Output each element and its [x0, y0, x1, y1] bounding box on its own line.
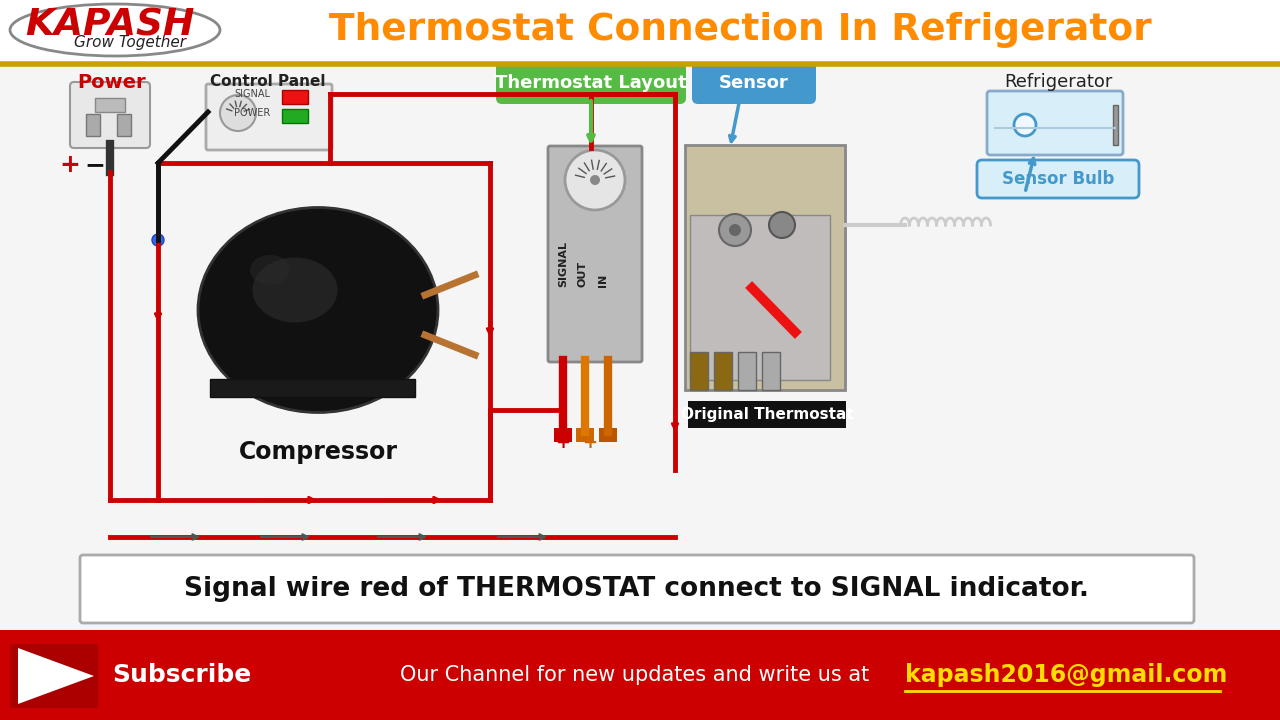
Bar: [282, 90, 308, 104]
Text: Power: Power: [78, 73, 146, 91]
Text: +: +: [556, 434, 571, 452]
Text: Sensor Bulb: Sensor Bulb: [1002, 170, 1114, 188]
Bar: [86, 114, 100, 136]
Circle shape: [220, 95, 256, 131]
Text: Subscribe: Subscribe: [113, 663, 251, 687]
Text: Thermostat Layout: Thermostat Layout: [495, 74, 687, 92]
Text: Refrigerator: Refrigerator: [1004, 73, 1112, 91]
Bar: [714, 352, 732, 390]
Circle shape: [769, 212, 795, 238]
Polygon shape: [18, 648, 93, 704]
FancyBboxPatch shape: [977, 160, 1139, 198]
Bar: [762, 352, 780, 390]
FancyBboxPatch shape: [692, 62, 817, 104]
Ellipse shape: [198, 207, 438, 413]
Text: +: +: [582, 434, 598, 452]
Bar: [1114, 105, 1117, 145]
Bar: [210, 379, 415, 397]
Bar: [739, 352, 756, 390]
Ellipse shape: [250, 255, 291, 285]
Bar: [685, 145, 845, 390]
Bar: [690, 352, 708, 390]
Bar: [282, 109, 308, 123]
Bar: [0, 64, 1280, 632]
Text: Compressor: Compressor: [238, 440, 398, 464]
Text: kapash2016@gmail.com: kapash2016@gmail.com: [905, 663, 1228, 687]
Text: +: +: [60, 153, 81, 177]
Circle shape: [564, 150, 625, 210]
Text: POWER: POWER: [234, 108, 270, 118]
Circle shape: [590, 175, 600, 185]
Circle shape: [719, 214, 751, 246]
Bar: [576, 428, 594, 442]
Bar: [554, 428, 572, 442]
Text: Control Panel: Control Panel: [210, 74, 325, 89]
Text: OUT: OUT: [579, 261, 588, 287]
Bar: [690, 215, 829, 380]
Text: −: −: [84, 153, 105, 177]
Text: Original Thermostat: Original Thermostat: [681, 408, 854, 423]
Circle shape: [730, 224, 741, 236]
Text: SIGNAL: SIGNAL: [234, 89, 270, 99]
FancyBboxPatch shape: [79, 555, 1194, 623]
Text: Grow Together: Grow Together: [74, 35, 186, 50]
Bar: [10, 644, 99, 708]
FancyBboxPatch shape: [206, 84, 332, 150]
Circle shape: [1014, 114, 1036, 136]
FancyBboxPatch shape: [70, 82, 150, 148]
Text: Our Channel for new updates and write us at: Our Channel for new updates and write us…: [399, 665, 869, 685]
Text: Signal wire red of THERMOSTAT connect to SIGNAL indicator.: Signal wire red of THERMOSTAT connect to…: [184, 576, 1089, 602]
FancyBboxPatch shape: [987, 91, 1123, 155]
Bar: [0, 630, 1280, 720]
Ellipse shape: [252, 258, 338, 323]
Bar: [599, 428, 617, 442]
Bar: [116, 114, 131, 136]
Text: KAPASH: KAPASH: [26, 7, 195, 43]
FancyBboxPatch shape: [497, 62, 686, 104]
Text: Sensor: Sensor: [719, 74, 788, 92]
FancyBboxPatch shape: [548, 146, 643, 362]
Text: SIGNAL: SIGNAL: [558, 241, 568, 287]
Bar: [95, 98, 125, 112]
FancyBboxPatch shape: [689, 401, 846, 428]
Text: Thermostat Connection In Refrigerator: Thermostat Connection In Refrigerator: [329, 12, 1152, 48]
Text: IN: IN: [598, 274, 608, 287]
Circle shape: [152, 234, 164, 246]
